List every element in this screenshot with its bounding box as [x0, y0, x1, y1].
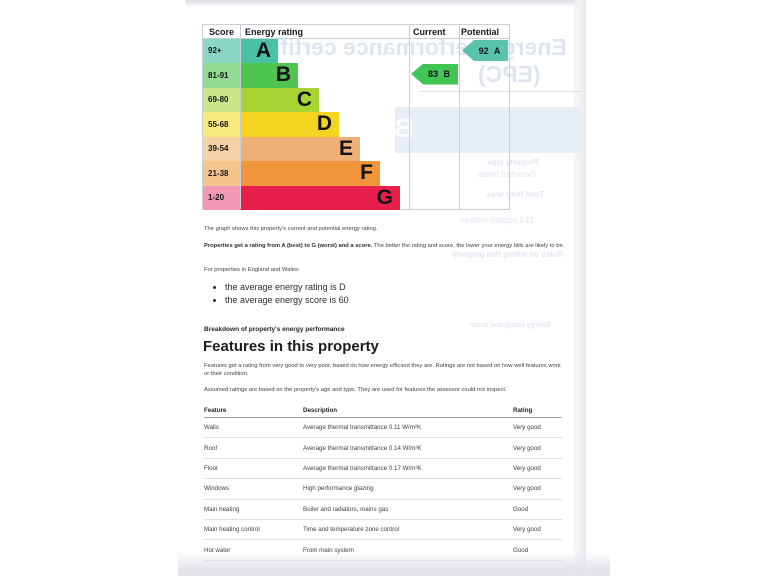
energy-rating-column-header: Energy rating: [245, 27, 304, 37]
band-row: 39-54 E: [203, 136, 509, 161]
description-cell: Average thermal transmittance 0.14 W/m²K: [303, 444, 422, 452]
rating-explanation: Properties get a rating from A (best) to…: [204, 242, 566, 250]
average-score-item: the average energy score is 60: [225, 294, 349, 307]
score-range-cell: 92+: [203, 38, 240, 63]
score-range-cell: 39-54: [203, 136, 240, 161]
feature-cell: Floor: [204, 464, 219, 472]
rating-explanation-rest: The better the rating and score, the low…: [372, 243, 565, 249]
rating-bar: C: [240, 87, 319, 112]
potential-column-header: Potential: [461, 27, 500, 37]
scan-page-edge-right: [574, 0, 586, 576]
energy-rating-chart: Score Energy rating Current Potential 92…: [202, 24, 510, 210]
rating-bar: B: [240, 63, 298, 88]
score-column-divider: [239, 25, 241, 209]
feature-cell: Hot water: [204, 546, 231, 554]
table-row: Windows High performance glazing Very good: [204, 479, 562, 500]
graph-note: The graph shows this property's current …: [204, 226, 378, 232]
feature-cell: Walls: [204, 424, 219, 432]
rating-bar: A: [240, 38, 278, 63]
features-table-header: Feature Description Rating: [204, 405, 562, 418]
rating-bar: E: [240, 136, 360, 161]
rating-cell: Very good: [513, 444, 541, 452]
chart-header-row: Score Energy rating Current Potential: [203, 25, 509, 39]
feature-column-header: Feature: [204, 407, 227, 414]
features-table-body: Walls Average thermal transmittance 0.11 …: [204, 418, 562, 561]
score-range-cell: 21-38: [203, 161, 240, 186]
region-note: For properties in England and Wales:: [204, 267, 300, 273]
rating-bar: F: [240, 161, 380, 186]
description-column-header: Description: [303, 407, 338, 414]
score-column-header: Score: [209, 27, 235, 37]
table-row: Main heating control Time and temperature…: [204, 520, 562, 541]
band-row: 92+ A: [203, 38, 509, 63]
description-cell: From main system: [303, 546, 354, 554]
assumed-ratings-note: Assumed ratings are based on the propert…: [204, 387, 507, 393]
current-column-divider: [409, 25, 410, 209]
rating-explanation-bold: Properties get a rating from A (best) to…: [204, 243, 373, 249]
bleed-through-text: Rules on letting this property: [452, 250, 564, 259]
band-row: 55-68 D: [203, 112, 509, 137]
table-row: Roof Average thermal transmittance 0.14 W…: [204, 438, 562, 459]
average-rating-item: the average energy rating is D: [225, 281, 349, 294]
scan-shadow-bottom: [178, 551, 610, 576]
potential-rating-arrow: 92 A: [462, 40, 508, 61]
band-row: 21-38 F: [203, 161, 509, 186]
description-cell: Boiler and radiators, mains gas: [303, 505, 389, 513]
description-cell: High performance glazing: [303, 485, 374, 493]
bleed-through-text: Energy rating and score: [470, 322, 551, 329]
current-rating-arrow: 83 B: [411, 63, 458, 85]
feature-cell: Main heating: [204, 505, 240, 513]
rating-cell: Very good: [513, 485, 541, 493]
description-cell: Average thermal transmittance 0.17 W/m²K: [303, 464, 422, 472]
band-rows: 92+ A 81-91 B 69-80 C 55-68 D 39-54 E 21-38 F 1-20 G: [203, 38, 509, 210]
score-range-cell: 81-91: [203, 63, 240, 88]
score-range-cell: 69-80: [203, 87, 240, 112]
feature-cell: Main heating control: [204, 526, 260, 534]
feature-cell: Roof: [204, 444, 218, 452]
rating-bar: D: [240, 112, 339, 137]
rating-column-header: Rating: [513, 407, 533, 414]
rating-cell: Very good: [513, 526, 541, 534]
table-row: Walls Average thermal transmittance 0.11 …: [204, 418, 562, 439]
description-cell: Time and temperature zone control: [303, 526, 400, 534]
feature-cell: Windows: [204, 485, 230, 493]
bleed-through-text: 114 square metres: [460, 215, 535, 225]
rating-bar: G: [240, 185, 400, 210]
average-rating-list: the average energy rating is D the avera…: [204, 281, 349, 306]
rating-cell: Good: [513, 546, 529, 554]
potential-column-divider: [458, 25, 460, 209]
description-cell: Average thermal transmittance 0.11 W/m²K: [303, 424, 422, 432]
features-heading: Features in this property: [203, 338, 379, 355]
band-row: 1-20 G: [203, 185, 509, 210]
rating-cell: Good: [513, 505, 529, 513]
band-row: 69-80 C: [203, 87, 509, 112]
scan-shadow-top: [185, 0, 577, 7]
features-intro: Features get a rating from very good to …: [204, 363, 561, 377]
band-row: 81-91 B: [203, 63, 509, 88]
features-table: Feature Description Rating Walls Average …: [204, 405, 562, 561]
score-range-cell: 55-68: [203, 112, 240, 137]
rating-cell: Very good: [513, 424, 541, 432]
table-row: Hot water From main system Good: [204, 540, 562, 561]
current-column-header: Current: [413, 27, 446, 37]
rating-cell: Very good: [513, 464, 541, 472]
table-row: Floor Average thermal transmittance 0.17 …: [204, 459, 562, 480]
score-range-cell: 1-20: [203, 185, 240, 210]
breakdown-kicker: Breakdown of property's energy performan…: [204, 326, 345, 333]
table-row: Main heating Boiler and radiators, mains …: [204, 500, 562, 520]
